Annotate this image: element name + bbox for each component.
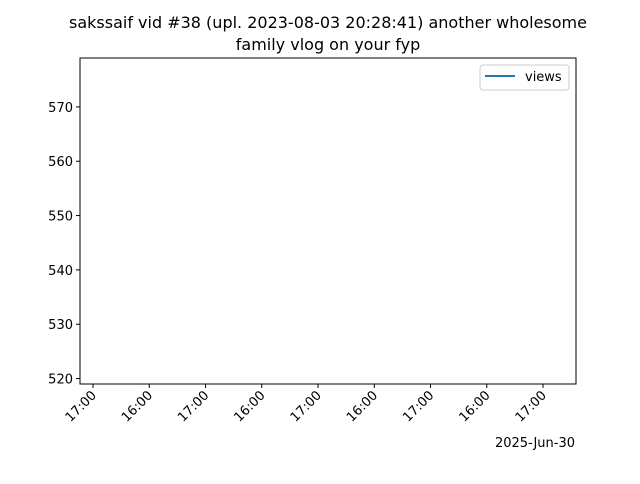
chart-title-line-1: sakssaif vid #38 (upl. 2023-08-03 20:28:… [69, 13, 587, 32]
y-tick-label: 550 [48, 210, 73, 225]
y-tick-label: 530 [48, 318, 73, 333]
y-tick-label: 520 [48, 373, 73, 388]
x-offset-label: 2025-Jun-30 [495, 436, 575, 451]
y-tick-label: 560 [48, 155, 73, 170]
y-tick-label: 540 [48, 264, 73, 279]
legend-label-views: views [525, 70, 562, 85]
chart-title-line-2: family vlog on your fyp [236, 35, 420, 54]
plot-area [79, 57, 577, 385]
legend: views [479, 64, 570, 91]
y-axis: 520 530 540 550 560 570 [48, 101, 80, 388]
legend-box [479, 64, 570, 91]
y-tick-label: 570 [48, 101, 73, 116]
